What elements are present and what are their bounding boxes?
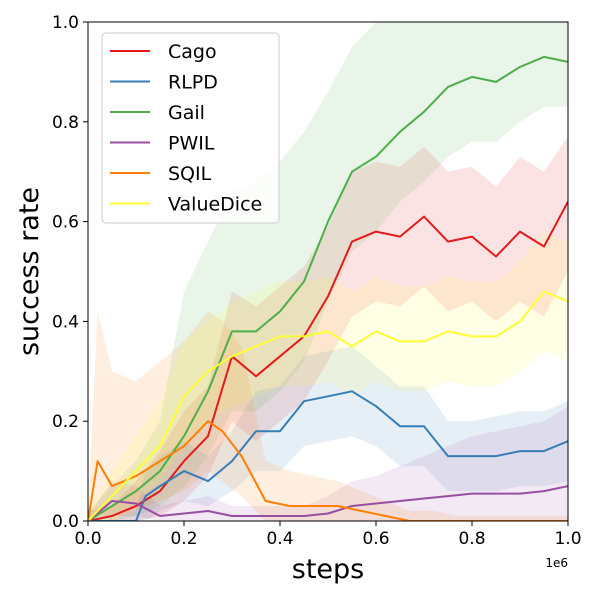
y-tick-label: 0.0 [52, 512, 79, 532]
x-tick-label: 1.0 [554, 529, 581, 549]
band-rlpd [88, 346, 568, 521]
x-tick-label: 0.6 [362, 529, 389, 549]
x-tick-label: 0.4 [266, 529, 293, 549]
band-gail [88, 22, 568, 521]
y-tick-label: 0.4 [52, 312, 79, 332]
band-valuedice [88, 231, 568, 521]
series-line-rlpd [88, 390, 568, 521]
series-lines [88, 55, 568, 521]
x-tick-label: 0.0 [74, 529, 101, 549]
x-axis-ticks: 0.0 0.2 0.4 0.6 0.8 1.0 [74, 521, 582, 549]
series-line-valuedice [88, 290, 568, 521]
confidence-bands [88, 22, 568, 521]
series-line-gail [88, 55, 568, 521]
y-tick-label: 0.8 [52, 113, 79, 133]
series-line-sqil [88, 420, 568, 521]
y-tick-label: 1.0 [52, 13, 79, 33]
y-axis-ticks: 0.0 0.2 0.4 0.6 0.8 1.0 [52, 13, 88, 532]
x-tick-label: 0.2 [170, 529, 197, 549]
series-line-pwil [88, 485, 568, 521]
x-axis-title: steps [292, 554, 364, 585]
band-cago [88, 136, 568, 521]
x-axis-scale-label: 1e6 [545, 556, 568, 570]
legend: Cago RLPD Gail PWIL SQIL ValueDice [101, 32, 280, 224]
legend-label-sqil: SQIL [168, 163, 212, 185]
band-pwil [88, 406, 568, 521]
y-tick-label: 0.6 [52, 213, 79, 233]
legend-label-valuedice: ValueDice [168, 194, 262, 216]
y-axis-title: success rate [14, 187, 45, 356]
x-tick-label: 0.8 [458, 529, 485, 549]
legend-label-pwil: PWIL [168, 133, 215, 155]
legend-label-gail: Gail [168, 102, 205, 124]
y-tick-label: 0.2 [52, 412, 79, 432]
band-sqil [88, 311, 568, 521]
legend-label-rlpd: RLPD [168, 72, 218, 94]
legend-label-cago: Cago [168, 41, 217, 63]
plot-frame [87, 21, 569, 522]
